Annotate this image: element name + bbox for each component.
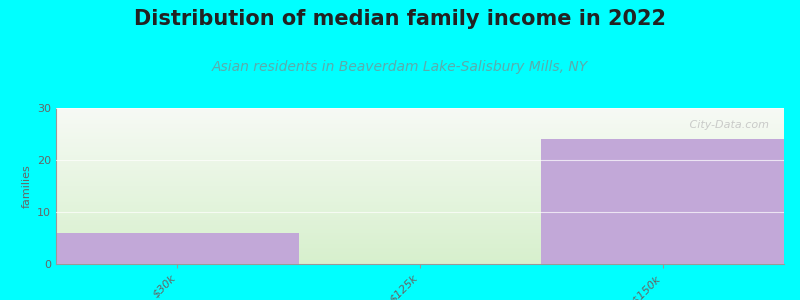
Text: City-Data.com: City-Data.com — [686, 121, 770, 130]
Bar — [56, 233, 298, 264]
Text: Distribution of median family income in 2022: Distribution of median family income in … — [134, 9, 666, 29]
Y-axis label: families: families — [22, 164, 31, 208]
Text: Asian residents in Beaverdam Lake-Salisbury Mills, NY: Asian residents in Beaverdam Lake-Salisb… — [212, 60, 588, 74]
Bar — [542, 139, 784, 264]
